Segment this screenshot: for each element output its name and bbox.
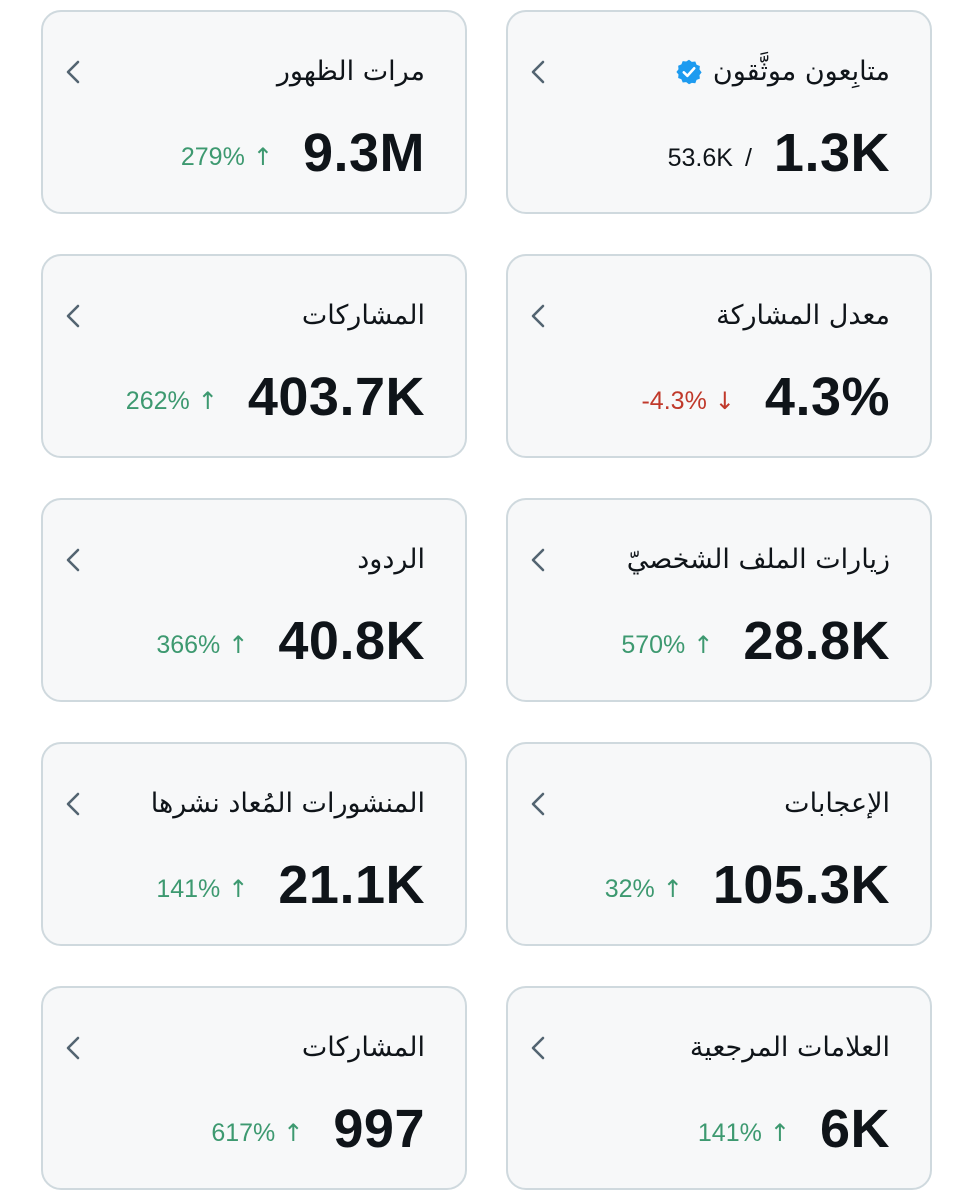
total-followers: 53.6K / [668, 144, 752, 173]
value-row: 141% ↑ 21.1K [156, 850, 425, 920]
chevron-left-icon[interactable] [528, 58, 548, 86]
card-label-text: المنشورات المُعاد نشرها [150, 788, 425, 819]
change-indicator: 141% ↑ [156, 875, 248, 904]
engagements-card[interactable]: المشاركات 262% ↑ 403.7K [41, 254, 467, 458]
card-label: المشاركات [302, 298, 425, 334]
card-value: 105.3K [712, 855, 890, 915]
verified-badge-icon [675, 58, 703, 86]
value-row: -4.3% ↓ 4.3% [641, 362, 890, 432]
arrow-up-icon: ↑ [769, 1119, 790, 1147]
card-label-text: متابِعون موثَّقون [712, 56, 890, 87]
arrow-down-icon: ↓ [714, 387, 735, 415]
replies-card[interactable]: الردود 366% ↑ 40.8K [41, 498, 467, 702]
engagement-rate-card[interactable]: معدل المشاركة -4.3% ↓ 4.3% [506, 254, 932, 458]
card-value: 28.8K [743, 611, 890, 671]
bookmarks-card[interactable]: العلامات المرجعية 141% ↑ 6K [506, 986, 932, 1190]
change-value: 279% [180, 142, 245, 171]
separator: / [744, 143, 752, 172]
card-value: 21.1K [278, 855, 425, 915]
card-label: المنشورات المُعاد نشرها [151, 786, 425, 822]
chevron-left-icon[interactable] [528, 546, 548, 574]
chevron-left-icon[interactable] [63, 302, 83, 330]
impressions-card[interactable]: مرات الظهور 279% ↑ 9.3M [41, 10, 467, 214]
shares-card[interactable]: المشاركات 617% ↑ 997 [41, 986, 467, 1190]
change-value: 32% [604, 874, 655, 903]
change-indicator: 262% ↑ [126, 387, 218, 416]
change-indicator: 32% ↑ [605, 875, 683, 904]
arrow-up-icon: ↑ [228, 875, 249, 903]
value-row: 570% ↑ 28.8K [621, 606, 890, 676]
card-label-text: المشاركات [301, 1032, 425, 1063]
value-row: 53.6K / 1.3K [668, 118, 890, 188]
card-value: 9.3M [302, 123, 425, 183]
card-label-text: الردود [357, 544, 425, 575]
value-row: 366% ↑ 40.8K [156, 606, 425, 676]
change-indicator: -4.3% ↓ [641, 387, 734, 416]
card-label-text: العلامات المرجعية [689, 1032, 890, 1063]
change-value: 570% [621, 630, 686, 659]
change-indicator: 279% ↑ [181, 143, 273, 172]
chevron-left-icon[interactable] [63, 546, 83, 574]
value-row: 279% ↑ 9.3M [181, 118, 425, 188]
card-label: معدل المشاركة [716, 298, 890, 334]
arrow-up-icon: ↑ [228, 631, 249, 659]
card-label: العلامات المرجعية [690, 1030, 890, 1066]
value-row: 141% ↑ 6K [698, 1094, 890, 1164]
change-value: 262% [125, 386, 190, 415]
arrow-up-icon: ↑ [662, 875, 683, 903]
card-label: زيارات الملف الشخصيّ [627, 542, 890, 578]
change-value: 141% [697, 1118, 762, 1147]
change-value: 617% [211, 1118, 276, 1147]
card-value: 6K [819, 1099, 890, 1159]
arrow-up-icon: ↑ [693, 631, 714, 659]
change-indicator: 617% ↑ [211, 1119, 303, 1148]
card-label-text: الإعجابات [784, 788, 890, 819]
card-value: 40.8K [278, 611, 425, 671]
likes-card[interactable]: الإعجابات 32% ↑ 105.3K [506, 742, 932, 946]
chevron-left-icon[interactable] [528, 302, 548, 330]
card-value: 1.3K [773, 123, 890, 183]
analytics-grid: مرات الظهور 279% ↑ 9.3M متابِعون موثَّقو… [41, 10, 932, 1190]
card-value: 997 [333, 1099, 425, 1159]
chevron-left-icon[interactable] [63, 1034, 83, 1062]
chevron-left-icon[interactable] [63, 790, 83, 818]
profile-visits-card[interactable]: زيارات الملف الشخصيّ 570% ↑ 28.8K [506, 498, 932, 702]
card-label-text: المشاركات [301, 300, 425, 331]
card-label: متابِعون موثَّقون [675, 54, 890, 90]
arrow-up-icon: ↑ [252, 143, 273, 171]
card-label: المشاركات [302, 1030, 425, 1066]
chevron-left-icon[interactable] [528, 1034, 548, 1062]
card-label-text: معدل المشاركة [716, 300, 890, 331]
value-row: 617% ↑ 997 [211, 1094, 425, 1164]
total-followers-value: 53.6K [667, 143, 733, 172]
reposts-card[interactable]: المنشورات المُعاد نشرها 141% ↑ 21.1K [41, 742, 467, 946]
chevron-left-icon[interactable] [63, 58, 83, 86]
arrow-up-icon: ↑ [197, 387, 218, 415]
card-value: 4.3% [764, 367, 890, 427]
card-label: الردود [357, 542, 425, 578]
card-label: الإعجابات [784, 786, 890, 822]
change-indicator: 570% ↑ [621, 631, 713, 660]
card-label: مرات الظهور [277, 54, 425, 90]
value-row: 32% ↑ 105.3K [605, 850, 890, 920]
chevron-left-icon[interactable] [528, 790, 548, 818]
card-value: 403.7K [247, 367, 425, 427]
change-indicator: 141% ↑ [698, 1119, 790, 1148]
card-label-text: زيارات الملف الشخصيّ [626, 544, 890, 575]
change-value: -4.3% [641, 386, 707, 415]
change-value: 141% [156, 874, 221, 903]
verified-followers-card[interactable]: متابِعون موثَّقون 53.6K / 1.3K [506, 10, 932, 214]
arrow-up-icon: ↑ [283, 1119, 304, 1147]
change-value: 366% [156, 630, 221, 659]
card-label-text: مرات الظهور [276, 56, 425, 87]
value-row: 262% ↑ 403.7K [126, 362, 425, 432]
change-indicator: 366% ↑ [156, 631, 248, 660]
